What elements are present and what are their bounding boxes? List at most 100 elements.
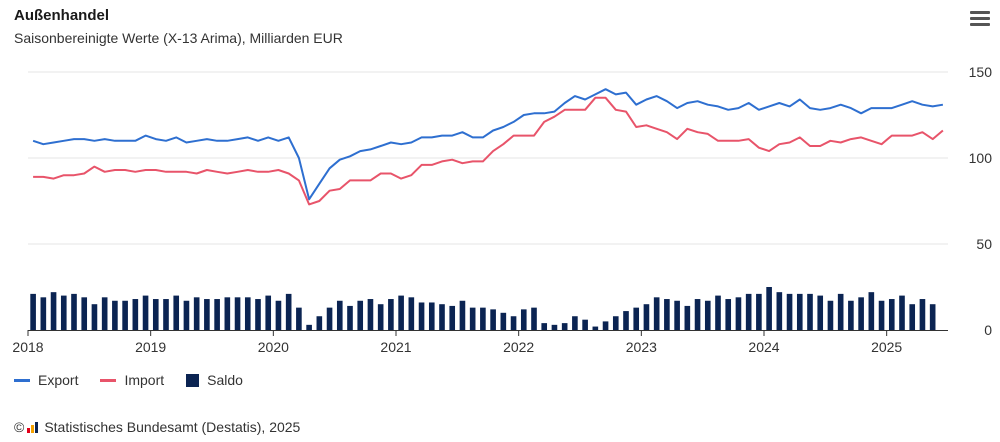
saldo-bar [756, 293, 762, 330]
saldo-bar [929, 304, 936, 330]
saldo-bar [214, 299, 220, 330]
saldo-legend-swatch [186, 373, 200, 387]
saldo-bar [878, 300, 885, 330]
saldo-bar [868, 292, 875, 330]
chart-title: Außenhandel [14, 7, 110, 24]
saldo-bar [275, 300, 282, 330]
saldo-bar [142, 295, 149, 330]
saldo-bar [336, 300, 343, 330]
saldo-bar [255, 299, 261, 330]
saldo-bar [786, 293, 793, 330]
legend-item-saldo[interactable]: Saldo [186, 372, 243, 388]
saldo-bar [244, 297, 251, 330]
saldo-bar [848, 300, 854, 330]
chart-subtitle: Saisonbereinigte Werte (X-13 Arima), Mil… [14, 30, 343, 46]
saldo-bar [296, 307, 302, 330]
legend-item-import[interactable]: Import [100, 372, 164, 388]
saldo-bar [531, 307, 537, 330]
x-tick-label: 2019 [135, 339, 166, 355]
saldo-bar [725, 299, 732, 330]
saldo-bar [428, 302, 435, 330]
saldo-bar [163, 299, 169, 330]
x-tick-label: 2023 [626, 339, 657, 355]
saldo-bar [633, 307, 640, 330]
saldo-bar [612, 316, 619, 330]
saldo-bar [377, 304, 384, 330]
saldo-bar [807, 293, 813, 330]
saldo-bar [541, 323, 548, 330]
saldo-bar [796, 293, 803, 330]
saldo-bar [572, 316, 578, 330]
saldo-bar [265, 295, 272, 330]
saldo-bar [715, 295, 721, 330]
saldo-bar [40, 297, 47, 330]
x-tick-label: 2022 [503, 339, 534, 355]
saldo-bar [439, 304, 445, 330]
saldo-bar [520, 309, 527, 330]
saldo-bar [745, 293, 752, 330]
y-tick-label: 150 [969, 64, 993, 80]
saldo-bar [152, 299, 159, 330]
saldo-bar [112, 300, 118, 330]
saldo-bar [347, 305, 353, 330]
saldo-bar [204, 299, 210, 330]
series-line-export [32, 88, 944, 201]
saldo-bar [449, 305, 456, 330]
legend-label-saldo: Saldo [207, 372, 243, 388]
saldo-bar [357, 300, 364, 330]
credits-text: Statistisches Bundesamt (Destatis), 2025 [44, 419, 301, 435]
saldo-bar [50, 292, 57, 330]
saldo-bar [30, 293, 36, 330]
legend-item-export[interactable]: Export [14, 372, 78, 388]
saldo-bar [858, 297, 864, 330]
saldo-bar [561, 323, 568, 330]
saldo-bar [817, 295, 824, 330]
saldo-bar [582, 319, 588, 330]
saldo-bar [367, 299, 374, 330]
y-tick-label: 100 [969, 150, 993, 166]
saldo-bar [388, 299, 394, 330]
saldo-bar [285, 293, 292, 330]
legend-label-export: Export [38, 372, 79, 388]
saldo-bar [643, 304, 650, 330]
destatis-logo-icon [27, 421, 39, 433]
hamburger-menu-icon[interactable] [968, 8, 992, 30]
saldo-bar [480, 307, 486, 330]
saldo-bar [234, 297, 241, 330]
saldo-bar [888, 299, 895, 330]
legend-label-import: Import [124, 372, 165, 388]
chart-legend: Export Import Saldo [14, 372, 265, 388]
saldo-bar [704, 300, 711, 330]
saldo-bar [81, 297, 88, 330]
x-tick-label: 2020 [258, 339, 289, 355]
saldo-bar [684, 305, 691, 330]
saldo-bar [122, 300, 128, 330]
saldo-bar [653, 297, 660, 330]
saldo-bar [500, 312, 507, 330]
saldo-bar [101, 297, 108, 330]
saldo-bar [418, 302, 425, 330]
y-tick-label: 0 [984, 322, 992, 338]
saldo-bar [60, 295, 67, 330]
saldo-bar [766, 287, 772, 330]
saldo-bar [316, 316, 323, 330]
import-legend-swatch [100, 378, 117, 382]
saldo-bar [398, 295, 404, 330]
saldo-bar [776, 292, 783, 330]
x-tick-label: 2021 [380, 339, 411, 355]
saldo-bar [459, 300, 466, 330]
saldo-bar [173, 295, 180, 330]
saldo-bar [827, 300, 834, 330]
y-tick-label: 50 [976, 236, 992, 252]
saldo-bar [224, 297, 231, 330]
export-legend-swatch [14, 378, 30, 382]
saldo-bar [909, 304, 916, 330]
saldo-bar [306, 324, 312, 330]
series-line-import [33, 96, 944, 206]
x-tick-label: 2018 [12, 339, 43, 355]
saldo-bar [694, 299, 701, 330]
x-tick-label: 2024 [748, 339, 779, 355]
saldo-bar [899, 295, 905, 330]
x-tick-label: 2025 [871, 339, 902, 355]
